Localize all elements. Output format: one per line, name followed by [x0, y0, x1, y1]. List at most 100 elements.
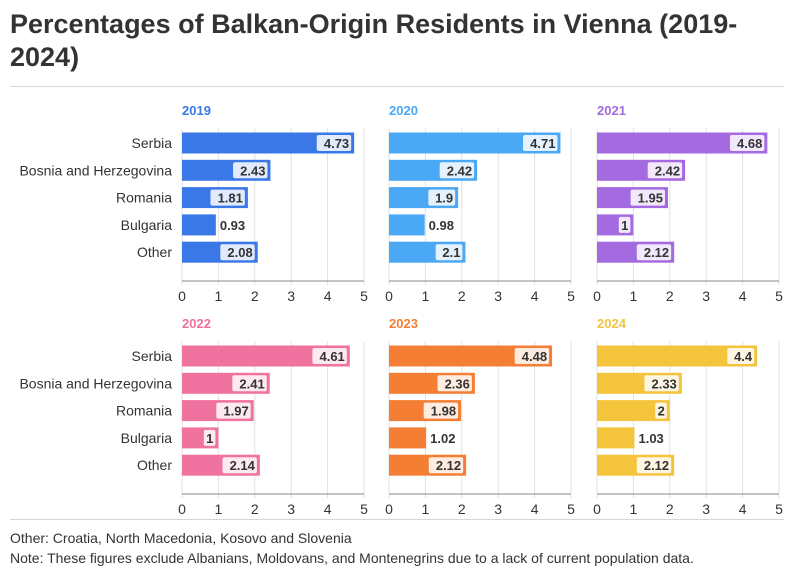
value-label-2021-3: 1 — [621, 218, 628, 233]
x-tick-label-2023-3: 3 — [494, 501, 502, 517]
value-label-bg-2020-4 — [435, 244, 463, 261]
bar-2023-serbia — [389, 345, 553, 367]
value-label-bg-2022-1 — [232, 375, 267, 392]
value-label-bg-2023-0 — [514, 348, 550, 364]
x-tick-label-2021-2: 2 — [666, 288, 674, 304]
value-label-bg-2021-0 — [729, 135, 765, 151]
x-tick-label-2021-5: 5 — [775, 288, 783, 304]
x-tick-label-2022-5: 5 — [360, 501, 368, 517]
value-label-2024-1: 2.33 — [651, 376, 676, 391]
x-tick-label-2022-1: 1 — [215, 501, 223, 517]
x-tick-label-2022-0: 0 — [178, 501, 186, 517]
bar-2024-bulgaria — [597, 427, 635, 449]
x-tick-label-2023-4: 4 — [531, 501, 539, 517]
panel-title-2022: 2022 — [182, 316, 211, 331]
x-tick-label-2019-2: 2 — [251, 288, 259, 304]
value-label-2022-0: 4.61 — [319, 349, 344, 364]
panel-title-2020: 2020 — [389, 103, 418, 118]
x-tick-label-2021-1: 1 — [630, 288, 638, 304]
value-label-2024-3: 1.03 — [638, 431, 663, 446]
value-label-2019-4: 2.08 — [227, 245, 252, 260]
x-tick-label-2022-3: 3 — [287, 501, 295, 517]
value-label-bg-2020-0 — [523, 135, 558, 151]
value-label-2024-2: 2 — [658, 404, 665, 419]
x-tick-label-2023-0: 0 — [385, 501, 393, 517]
value-label-2019-1: 2.43 — [240, 163, 265, 178]
value-label-bg-2019-4 — [220, 244, 255, 261]
value-label-bg-2019-2 — [210, 189, 245, 206]
value-label-2021-4: 2.12 — [644, 245, 669, 260]
value-label-bg-2022-4 — [222, 457, 257, 474]
x-tick-label-2024-5: 5 — [775, 501, 783, 517]
x-tick-label-2023-5: 5 — [567, 501, 575, 517]
value-label-2020-1: 2.42 — [447, 163, 472, 178]
category-label-romania: Romania — [116, 190, 172, 206]
bar-2024-serbia — [597, 345, 758, 367]
value-label-2022-3: 1 — [206, 431, 213, 446]
x-tick-label-2024-4: 4 — [739, 501, 747, 517]
value-label-bg-2020-2 — [428, 189, 456, 206]
value-label-2022-2: 1.97 — [223, 404, 248, 419]
category-label-bosnia-and-herzegovina: Bosnia and Herzegovina — [19, 162, 172, 178]
note-other-definition: Other: Croatia, North Macedonia, Kosovo … — [10, 530, 352, 546]
value-label-bg-2020-1 — [439, 162, 475, 179]
bar-2019-bulgaria — [182, 214, 216, 236]
x-tick-label-2022-4: 4 — [324, 501, 332, 517]
x-tick-label-2023-1: 1 — [422, 501, 430, 517]
panel-title-2024: 2024 — [597, 316, 627, 331]
chart-title: Percentages of Balkan-Origin Residents i… — [10, 9, 738, 72]
panel-title-2023: 2023 — [389, 316, 418, 331]
value-label-bg-2023-2 — [423, 402, 459, 419]
x-tick-label-2021-0: 0 — [593, 288, 601, 304]
x-tick-label-2024-1: 1 — [630, 501, 638, 517]
value-label-bg-2023-4 — [428, 457, 464, 474]
chart-notes: Other: Croatia, North Macedonia, Kosovo … — [10, 528, 694, 568]
x-tick-label-2019-3: 3 — [287, 288, 295, 304]
x-tick-label-2019-5: 5 — [360, 288, 368, 304]
value-label-bg-2022-3 — [203, 429, 216, 446]
x-tick-label-2024-2: 2 — [666, 501, 674, 517]
x-tick-label-2020-3: 3 — [494, 288, 502, 304]
category-label-other-row2: Other — [137, 457, 172, 473]
value-label-2023-1: 2.36 — [445, 376, 470, 391]
x-tick-label-2024-0: 0 — [593, 501, 601, 517]
value-label-2019-3: 0.93 — [220, 218, 245, 233]
note-exclusions: Note: These figures exclude Albanians, M… — [10, 550, 694, 566]
x-tick-label-2020-2: 2 — [458, 288, 466, 304]
category-label-bulgaria: Bulgaria — [121, 217, 173, 233]
value-label-bg-2021-3 — [618, 216, 631, 233]
bar-2022-serbia — [182, 345, 350, 367]
x-tick-label-2019-4: 4 — [324, 288, 332, 304]
bar-2019-serbia — [182, 132, 355, 154]
value-label-2021-2: 1.95 — [638, 191, 663, 206]
value-label-bg-2021-1 — [647, 162, 683, 179]
value-label-2024-4: 2.12 — [644, 458, 669, 473]
bar-2020-bulgaria — [389, 214, 425, 236]
x-tick-label-2021-4: 4 — [739, 288, 747, 304]
value-label-bg-2023-1 — [437, 375, 472, 392]
value-label-2019-2: 1.81 — [218, 191, 243, 206]
value-label-bg-2024-0 — [727, 348, 755, 364]
value-label-2023-3: 1.02 — [430, 431, 455, 446]
x-tick-label-2021-3: 3 — [702, 288, 710, 304]
value-label-2020-4: 2.1 — [442, 245, 460, 260]
value-label-bg-2024-4 — [636, 457, 672, 474]
category-label-romania-row2: Romania — [116, 403, 172, 419]
category-label-other: Other — [137, 244, 172, 260]
category-label-bulgaria-row2: Bulgaria — [121, 430, 173, 446]
value-label-bg-2021-2 — [630, 189, 665, 206]
x-tick-label-2020-5: 5 — [567, 288, 575, 304]
value-label-2020-3: 0.98 — [429, 218, 454, 233]
x-tick-label-2024-3: 3 — [702, 501, 710, 517]
value-label-2020-2: 1.9 — [435, 191, 453, 206]
value-label-bg-2022-0 — [312, 348, 347, 364]
value-label-2023-0: 4.48 — [522, 349, 547, 364]
bar-2021-serbia — [597, 132, 768, 154]
value-label-bg-2022-2 — [216, 402, 251, 419]
x-tick-label-2020-4: 4 — [531, 288, 539, 304]
x-tick-label-2023-2: 2 — [458, 501, 466, 517]
value-label-bg-2024-1 — [644, 375, 679, 392]
value-label-2022-4: 2.14 — [230, 458, 256, 473]
panel-title-2021: 2021 — [597, 103, 626, 118]
value-label-2021-0: 4.68 — [737, 136, 762, 151]
